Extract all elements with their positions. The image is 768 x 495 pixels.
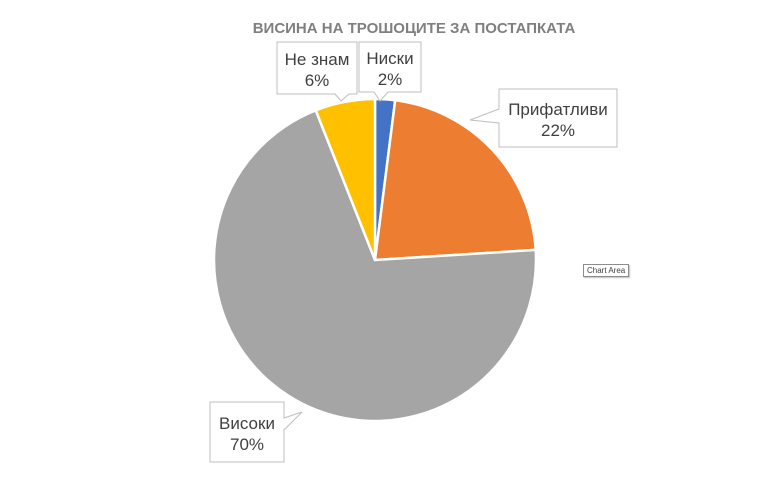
pie-slice-2[interactable] bbox=[373, 99, 537, 262]
chart-area-tooltip: Chart Area bbox=[583, 264, 630, 277]
pie-slice-3[interactable] bbox=[212, 109, 538, 423]
chart-title: ВИСИНА НА ТРОШОЦИТЕ ЗА ПОСТАПКАТА bbox=[252, 20, 576, 37]
callout-box bbox=[276, 41, 358, 102]
callout-category-label: Високи bbox=[219, 414, 275, 433]
data-callout-1: Ниски 2% bbox=[358, 41, 422, 102]
data-callout-3: Високи 70% bbox=[209, 401, 303, 463]
callout-category-label: Ниски bbox=[366, 49, 413, 68]
callout-box bbox=[358, 41, 422, 102]
data-callout-4: Не знам 6% bbox=[276, 41, 358, 102]
callout-category-label: Прифатливи bbox=[508, 100, 608, 119]
callout-box bbox=[209, 401, 303, 463]
callout-box bbox=[469, 88, 618, 148]
callout-percent-label: 2% bbox=[378, 70, 403, 89]
pie-slice-4[interactable] bbox=[314, 97, 377, 262]
callout-percent-label: 22% bbox=[541, 121, 575, 140]
callout-category-label: Не знам bbox=[285, 50, 350, 69]
callout-percent-label: 6% bbox=[305, 71, 330, 90]
data-callout-2: Прифатливи 22% bbox=[469, 88, 618, 148]
callout-percent-label: 70% bbox=[230, 435, 264, 454]
